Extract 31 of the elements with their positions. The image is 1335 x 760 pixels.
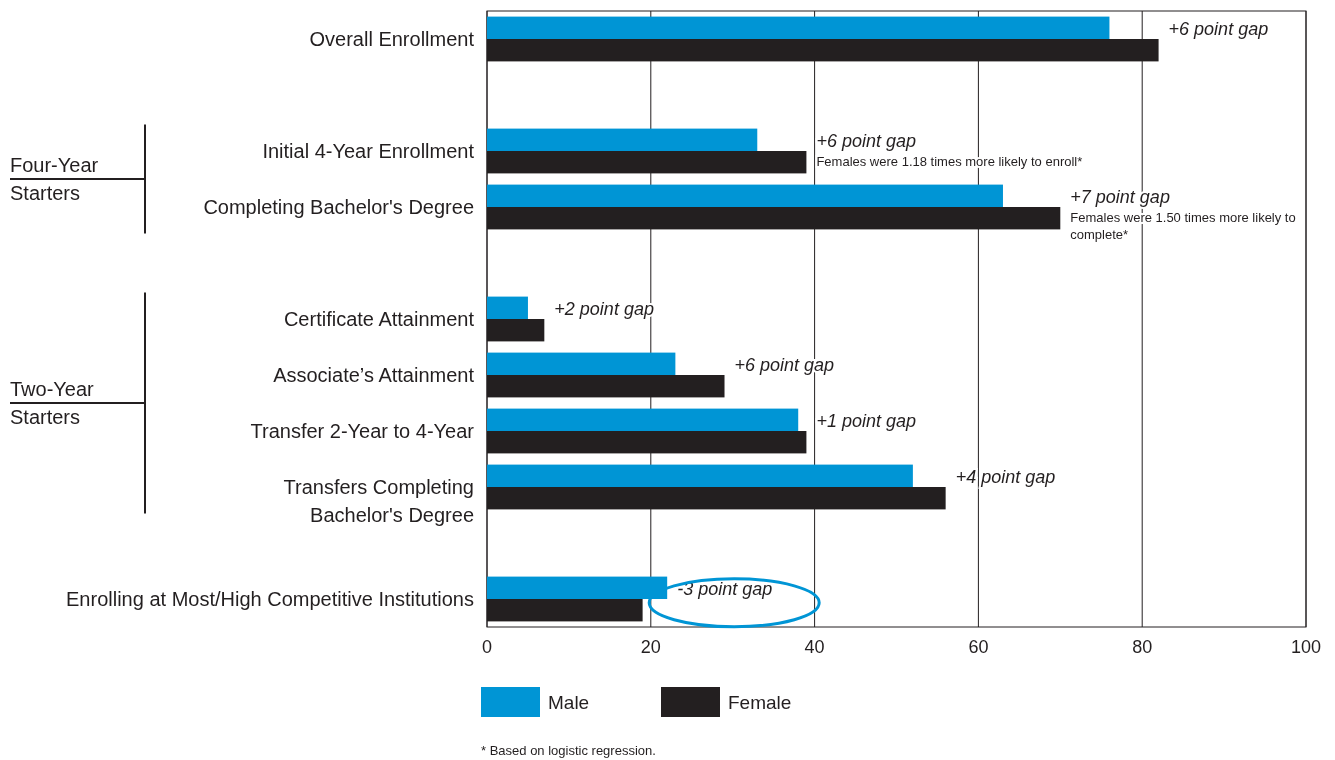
y-tick-label: Completing Bachelor's Degree	[203, 196, 474, 218]
text: Two-Year Starters	[10, 378, 95, 428]
bar	[487, 576, 668, 599]
bar	[487, 16, 1110, 39]
y-tick-label: Transfers Completing Bachelor's Degree	[283, 476, 474, 526]
annotation: +6 point gap	[816, 130, 916, 151]
bar	[487, 296, 528, 319]
legend-label: Female	[728, 692, 792, 713]
x-tick-label: 60	[968, 637, 989, 657]
bar	[487, 408, 799, 431]
annotation: +4 point gap	[955, 466, 1056, 487]
y-tick-label: Certificate Attainment	[283, 308, 475, 330]
text: * Based on logistic regression.	[481, 743, 656, 758]
text: Four-Year Starters	[10, 154, 99, 204]
x-tick-label: 100	[1290, 637, 1322, 657]
y-tick-label: Transfer 2-Year to 4-Year	[250, 420, 475, 442]
bar	[487, 464, 913, 487]
annotation: +6 point gap	[1168, 18, 1269, 39]
y-tick-label: Enrolling at Most/High Competitive Institutions	[66, 588, 474, 610]
x-tick-label: 80	[1132, 637, 1153, 657]
x-tick-label: 20	[640, 637, 661, 657]
bar	[487, 128, 758, 151]
bar	[487, 352, 676, 375]
y-tick-label: Overall Enrollment	[309, 28, 475, 50]
x-tick-label: 40	[804, 637, 825, 657]
x-tick-label: 0	[481, 637, 493, 657]
bar	[487, 184, 1003, 207]
legend-label: Male	[548, 692, 590, 713]
y-tick-label: Initial 4-Year Enrollment	[262, 140, 475, 162]
annotation: +1 point gap	[816, 410, 916, 431]
y-tick-label: Associate’s Attainment	[273, 364, 475, 386]
